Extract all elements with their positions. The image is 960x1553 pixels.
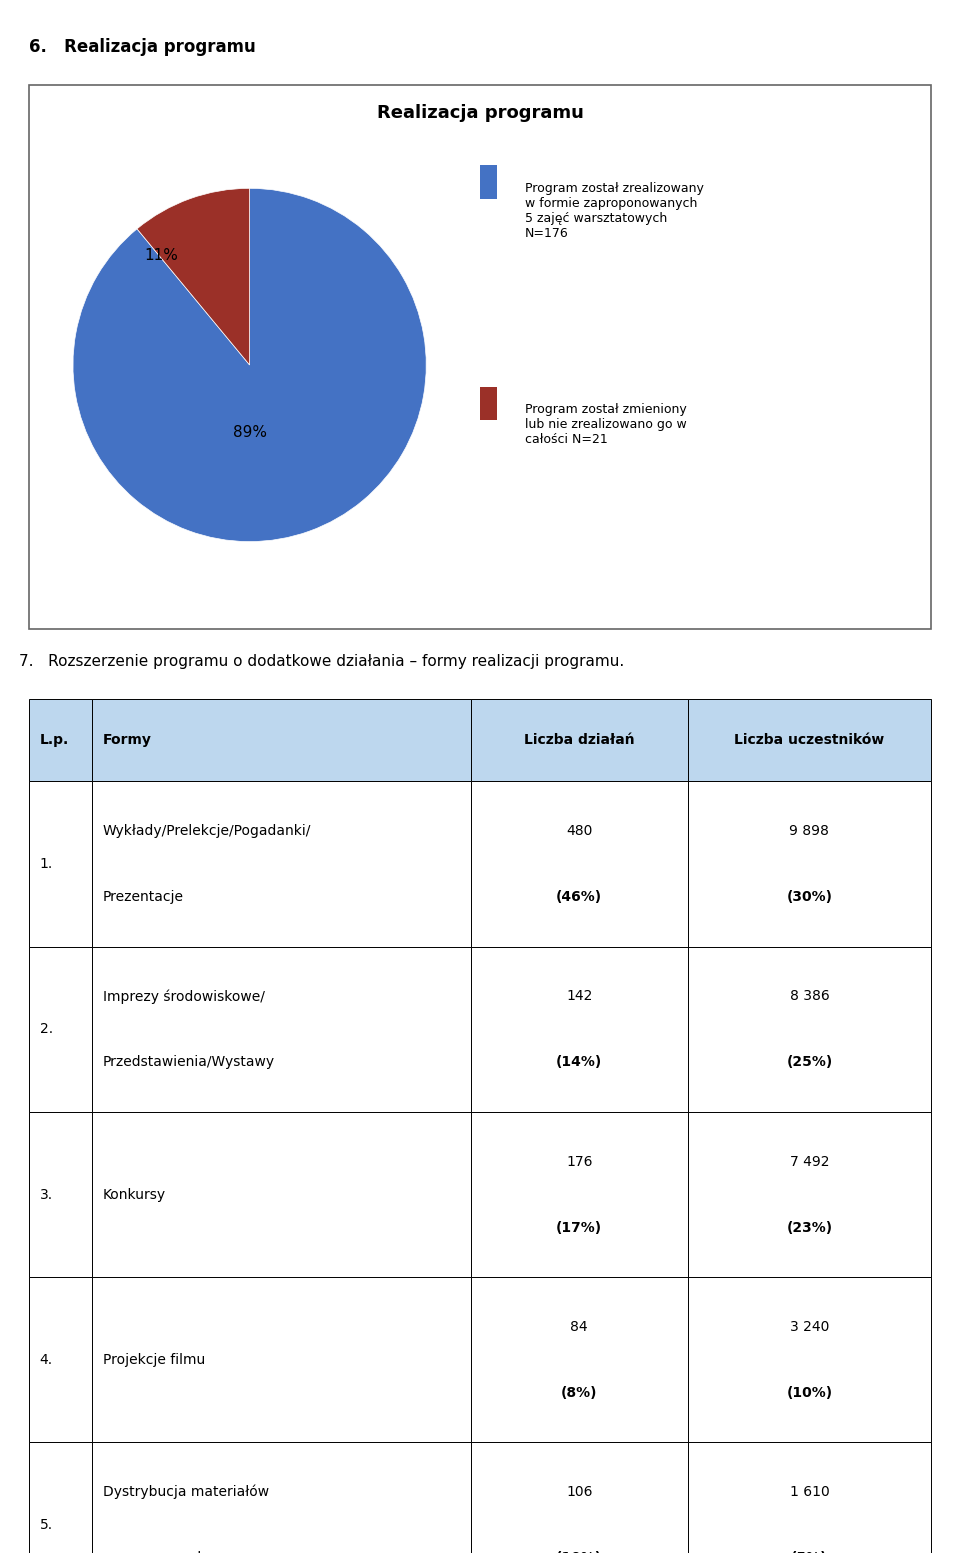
- Bar: [29, 781, 92, 947]
- Text: Prezentacje: Prezentacje: [103, 890, 183, 904]
- Text: Program został zrealizowany
w formie zaproponowanych
5 zajęć warsztatowych
N=176: Program został zrealizowany w formie zap…: [525, 182, 704, 241]
- Bar: [29, 1277, 92, 1443]
- Bar: [480, 165, 497, 199]
- Bar: [471, 781, 687, 947]
- Text: 11%: 11%: [144, 248, 179, 262]
- Text: (17%): (17%): [556, 1221, 602, 1235]
- Bar: [29, 947, 92, 1112]
- Text: L.p.: L.p.: [39, 733, 69, 747]
- Bar: [687, 1443, 931, 1553]
- Bar: [687, 1112, 931, 1277]
- Text: 84: 84: [570, 1320, 588, 1334]
- Bar: [92, 1277, 471, 1443]
- Bar: [92, 781, 471, 947]
- Text: Realizacja programu: Realizacja programu: [376, 104, 584, 121]
- Text: 89%: 89%: [232, 424, 267, 439]
- Text: 7.   Rozszerzenie programu o dodatkowe działania – formy realizacji programu.: 7. Rozszerzenie programu o dodatkowe dzi…: [19, 654, 624, 669]
- Text: Program został zmieniony
lub nie zrealizowano go w
całości N=21: Program został zmieniony lub nie zrealiz…: [525, 404, 686, 446]
- Text: Liczba działań: Liczba działań: [524, 733, 635, 747]
- Text: Projekcje filmu: Projekcje filmu: [103, 1353, 205, 1367]
- Text: 1 610: 1 610: [789, 1485, 829, 1499]
- Bar: [92, 947, 471, 1112]
- Bar: [687, 1277, 931, 1443]
- Text: (5%): (5%): [791, 1551, 828, 1553]
- Bar: [687, 781, 931, 947]
- Text: 480: 480: [566, 825, 592, 839]
- Text: 5.: 5.: [39, 1517, 53, 1533]
- Text: programowych: programowych: [103, 1551, 207, 1553]
- Bar: [471, 699, 687, 781]
- Text: 7 492: 7 492: [790, 1154, 829, 1168]
- Text: Konkursy: Konkursy: [103, 1188, 166, 1202]
- Wedge shape: [137, 188, 250, 365]
- Text: 176: 176: [566, 1154, 592, 1168]
- Text: Wykłady/Prelekcje/Pogadanki/: Wykłady/Prelekcje/Pogadanki/: [103, 825, 311, 839]
- Bar: [471, 1277, 687, 1443]
- Text: Liczba uczestników: Liczba uczestników: [734, 733, 884, 747]
- Text: (30%): (30%): [786, 890, 832, 904]
- Bar: [471, 1112, 687, 1277]
- Text: 9 898: 9 898: [789, 825, 829, 839]
- Bar: [92, 699, 471, 781]
- Bar: [471, 1443, 687, 1553]
- Text: 106: 106: [566, 1485, 592, 1499]
- Text: 4.: 4.: [39, 1353, 53, 1367]
- Text: 6.   Realizacja programu: 6. Realizacja programu: [29, 37, 255, 56]
- Bar: [29, 1443, 92, 1553]
- Text: 3.: 3.: [39, 1188, 53, 1202]
- Text: (23%): (23%): [786, 1221, 832, 1235]
- Text: 8 386: 8 386: [789, 989, 829, 1003]
- Text: Dystrybucja materiałów: Dystrybucja materiałów: [103, 1485, 269, 1499]
- Bar: [687, 947, 931, 1112]
- Text: (46%): (46%): [556, 890, 602, 904]
- Text: (10%): (10%): [556, 1551, 602, 1553]
- Text: (8%): (8%): [561, 1385, 597, 1399]
- Text: 3 240: 3 240: [790, 1320, 829, 1334]
- Text: Przedstawienia/Wystawy: Przedstawienia/Wystawy: [103, 1056, 275, 1070]
- Bar: [92, 1112, 471, 1277]
- Bar: [687, 699, 931, 781]
- Text: Imprezy środowiskowe/: Imprezy środowiskowe/: [103, 989, 265, 1003]
- Bar: [480, 387, 497, 421]
- Text: 2.: 2.: [39, 1022, 53, 1036]
- Bar: [29, 699, 92, 781]
- Bar: [471, 947, 687, 1112]
- Text: 142: 142: [566, 989, 592, 1003]
- Bar: [92, 1443, 471, 1553]
- Text: 1.: 1.: [39, 857, 53, 871]
- Text: (14%): (14%): [556, 1056, 602, 1070]
- Bar: [29, 1112, 92, 1277]
- Text: (10%): (10%): [786, 1385, 832, 1399]
- Text: Formy: Formy: [103, 733, 152, 747]
- Text: (25%): (25%): [786, 1056, 832, 1070]
- Wedge shape: [73, 188, 426, 542]
